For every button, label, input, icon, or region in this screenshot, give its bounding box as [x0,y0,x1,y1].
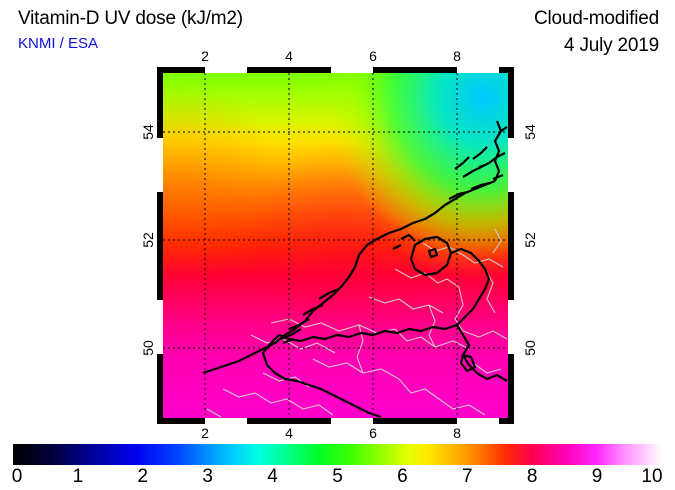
axis-band-left [157,67,163,424]
colorbar-tick-6: 6 [397,466,408,487]
uv-dose-raster [163,73,508,418]
colorbar-tick-2: 2 [137,466,149,487]
colorbar[interactable] [13,444,662,465]
product-mode-label: Cloud-modified [534,8,659,29]
lon-tick-top-8: 8 [453,48,461,64]
lon-tick-bottom-6: 6 [369,425,377,441]
colorbar-tick-labels: 0 1 2 3 4 5 6 7 8 9 10 [11,466,663,488]
lon-tick-top-2: 2 [201,48,209,64]
lat-tick-right-52: 52 [521,232,538,248]
lon-tick-top-6: 6 [369,48,377,64]
lon-tick-top-4: 4 [285,48,293,64]
colorbar-tick-4: 4 [267,466,278,487]
page-title: Vitamin-D UV dose (kJ/m2) [18,8,243,29]
colorbar-tick-1: 1 [72,466,84,487]
lat-tick-left-52: 52 [139,232,156,248]
lon-tick-bottom-2: 2 [201,425,209,441]
colorbar-tick-5: 5 [332,466,343,487]
product-date-label: 4 July 2019 [564,35,659,56]
axis-band-top [157,67,514,73]
lat-tick-right-54: 54 [521,124,538,140]
colorbar-gradient [13,444,662,465]
axis-band-right [508,67,514,424]
uv-dose-map[interactable] [157,67,514,424]
institute-credit: KNMI / ESA [18,35,99,52]
colorbar-tick-10: 10 [641,466,663,487]
uv-dose-field [163,73,508,418]
colorbar-tick-0: 0 [11,466,23,487]
lat-tick-left-54: 54 [139,124,156,140]
colorbar-tick-9: 9 [591,466,603,487]
colorbar-tick-7: 7 [462,466,473,487]
lat-tick-left-50: 50 [139,340,156,356]
lon-tick-bottom-8: 8 [453,425,461,441]
lon-tick-bottom-4: 4 [285,425,293,441]
colorbar-tick-3: 3 [202,466,213,487]
coastlines-and-borders [202,120,508,418]
axis-band-bottom [157,418,514,424]
colorbar-tick-8: 8 [526,466,538,487]
lat-tick-right-50: 50 [521,340,538,356]
